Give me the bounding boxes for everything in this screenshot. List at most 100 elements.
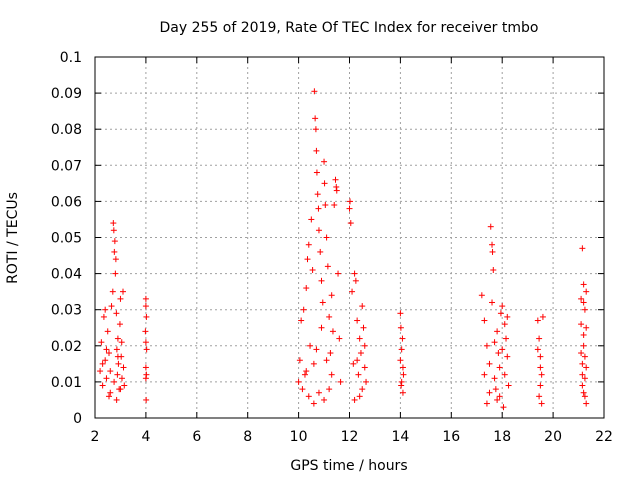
data-point bbox=[117, 295, 124, 302]
data-point bbox=[324, 263, 331, 270]
data-point bbox=[327, 350, 334, 357]
data-point bbox=[483, 342, 490, 349]
data-point bbox=[102, 306, 109, 313]
data-point bbox=[539, 313, 546, 320]
data-point bbox=[143, 313, 150, 320]
data-point bbox=[103, 375, 110, 382]
data-point bbox=[349, 288, 356, 295]
data-point bbox=[583, 288, 590, 295]
y-tick-label: 0.02 bbox=[51, 339, 82, 355]
data-point bbox=[578, 321, 585, 328]
y-tick-label: 0.01 bbox=[51, 375, 82, 391]
chart-title: Day 255 of 2019, Rate Of TEC Index for r… bbox=[160, 20, 539, 36]
data-point bbox=[142, 339, 149, 346]
data-point bbox=[399, 389, 406, 396]
data-point bbox=[313, 147, 320, 154]
data-point bbox=[105, 393, 112, 400]
data-point bbox=[397, 324, 404, 331]
data-point bbox=[351, 270, 358, 277]
data-point bbox=[305, 241, 312, 248]
data-point bbox=[119, 288, 126, 295]
data-point bbox=[487, 223, 494, 230]
data-point bbox=[315, 205, 322, 212]
data-point bbox=[114, 353, 121, 360]
data-point bbox=[496, 393, 503, 400]
data-point bbox=[579, 382, 586, 389]
y-tick-label: 0.07 bbox=[51, 158, 82, 174]
data-point bbox=[581, 306, 588, 313]
data-point bbox=[310, 400, 317, 407]
data-point bbox=[534, 346, 541, 353]
data-point bbox=[579, 371, 586, 378]
data-point bbox=[360, 324, 367, 331]
data-point bbox=[117, 386, 124, 393]
data-point bbox=[350, 360, 357, 367]
data-point bbox=[352, 277, 359, 284]
data-point bbox=[97, 368, 104, 375]
data-point bbox=[538, 371, 545, 378]
data-point bbox=[489, 248, 496, 255]
data-point bbox=[105, 350, 112, 357]
data-point bbox=[399, 335, 406, 342]
x-tick-label: 14 bbox=[391, 429, 409, 445]
data-point bbox=[363, 378, 370, 385]
data-point bbox=[492, 386, 499, 393]
data-point bbox=[312, 126, 319, 133]
data-point bbox=[483, 400, 490, 407]
data-point bbox=[356, 393, 363, 400]
data-points bbox=[97, 88, 590, 411]
data-point bbox=[496, 364, 503, 371]
data-point bbox=[310, 360, 317, 367]
data-point bbox=[143, 346, 150, 353]
data-point bbox=[329, 328, 336, 335]
data-point bbox=[313, 346, 320, 353]
data-point bbox=[501, 371, 508, 378]
data-point bbox=[504, 353, 511, 360]
data-point bbox=[328, 371, 335, 378]
data-point bbox=[104, 328, 111, 335]
data-point bbox=[298, 317, 305, 324]
data-point bbox=[398, 382, 405, 389]
data-point bbox=[579, 360, 586, 367]
data-point bbox=[142, 328, 149, 335]
data-point bbox=[397, 357, 404, 364]
data-point bbox=[309, 266, 316, 273]
data-point bbox=[351, 396, 358, 403]
data-point bbox=[115, 360, 122, 367]
data-point bbox=[98, 339, 105, 346]
data-point bbox=[100, 313, 107, 320]
data-point bbox=[333, 187, 340, 194]
data-point bbox=[110, 227, 117, 234]
data-point bbox=[314, 191, 321, 198]
y-tick-label: 0.03 bbox=[51, 303, 82, 319]
data-point bbox=[501, 321, 508, 328]
data-point bbox=[495, 350, 502, 357]
data-point bbox=[303, 285, 310, 292]
x-tick-label: 10 bbox=[290, 429, 308, 445]
data-point bbox=[494, 396, 501, 403]
data-point bbox=[142, 375, 149, 382]
data-point bbox=[99, 360, 106, 367]
data-point bbox=[346, 205, 353, 212]
data-point bbox=[491, 339, 498, 346]
data-point bbox=[118, 375, 125, 382]
data-point bbox=[583, 324, 590, 331]
data-point bbox=[505, 382, 512, 389]
data-point bbox=[142, 303, 149, 310]
x-tick-label: 2 bbox=[91, 429, 100, 445]
data-point bbox=[478, 292, 485, 299]
data-point bbox=[503, 335, 510, 342]
data-point bbox=[537, 364, 544, 371]
data-point bbox=[143, 396, 150, 403]
data-point bbox=[336, 335, 343, 342]
data-point bbox=[108, 303, 115, 310]
data-point bbox=[357, 350, 364, 357]
data-point bbox=[112, 256, 119, 263]
x-tick-label: 4 bbox=[141, 429, 150, 445]
data-point bbox=[312, 115, 319, 122]
y-tick-label: 0.09 bbox=[51, 86, 82, 102]
data-point bbox=[335, 270, 342, 277]
data-point bbox=[355, 371, 362, 378]
data-point bbox=[397, 310, 404, 317]
